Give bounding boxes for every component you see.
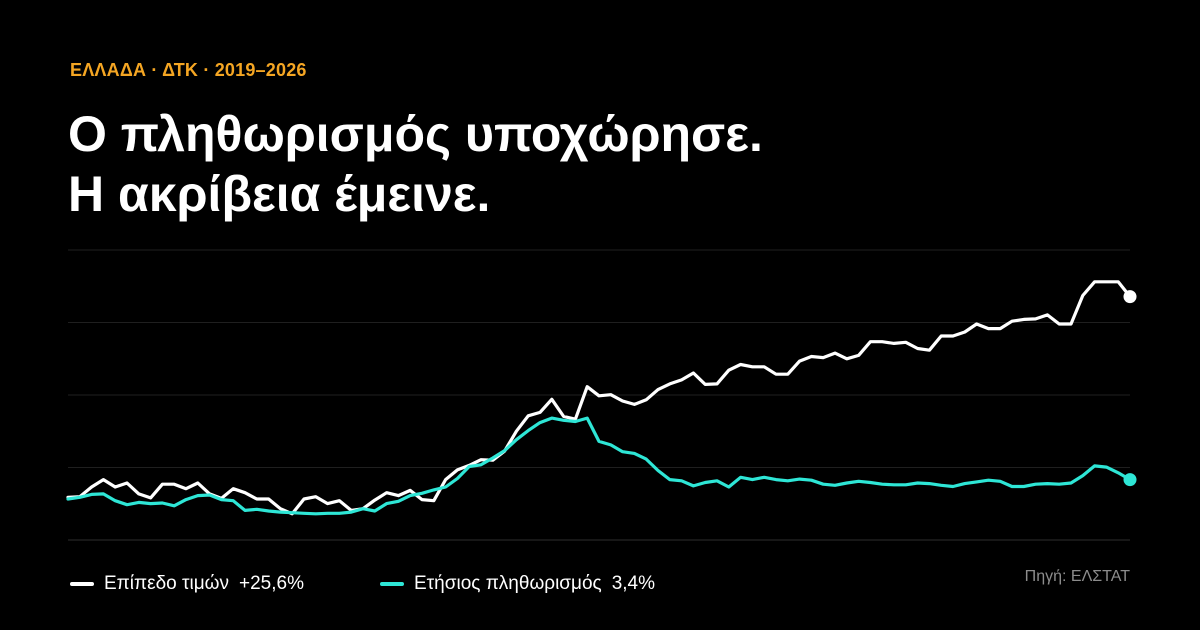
legend-value-price-level: +25,6% [239,573,304,594]
series-line-price-level [66,280,1132,516]
legend-swatch-price-level [70,582,94,586]
legend-value-annual-inflation: 3,4% [611,573,656,594]
headline-line-2: Η ακρίβεια έμεινε. [68,166,491,222]
chart-headline: Ο πληθωρισμός υποχώρησε. Η ακρίβεια έμει… [68,104,763,224]
legend-label-annual-inflation: Ετήσιος πληθωρισμός [414,573,602,594]
legend-item-price-level: Επίπεδο τιμών +25,6% [70,572,304,596]
source-note: Πηγή: ΕΛΣΤΑΤ [1024,568,1130,585]
endpoint-marker-price-level [1123,290,1137,304]
chart-kicker: ΕΛΛΑΔΑ · ΔΤΚ · 2019–2026 [70,60,307,80]
headline-line-1: Ο πληθωρισμός υποχώρησε. [68,106,763,162]
legend-swatch-annual-inflation [380,582,404,586]
series-line-annual-inflation [66,416,1132,516]
legend-label-price-level: Επίπεδο τιμών [104,573,230,594]
endpoint-marker-annual-inflation [1123,473,1137,487]
legend-item-annual-inflation: Ετήσιος πληθωρισμός 3,4% [380,572,655,596]
